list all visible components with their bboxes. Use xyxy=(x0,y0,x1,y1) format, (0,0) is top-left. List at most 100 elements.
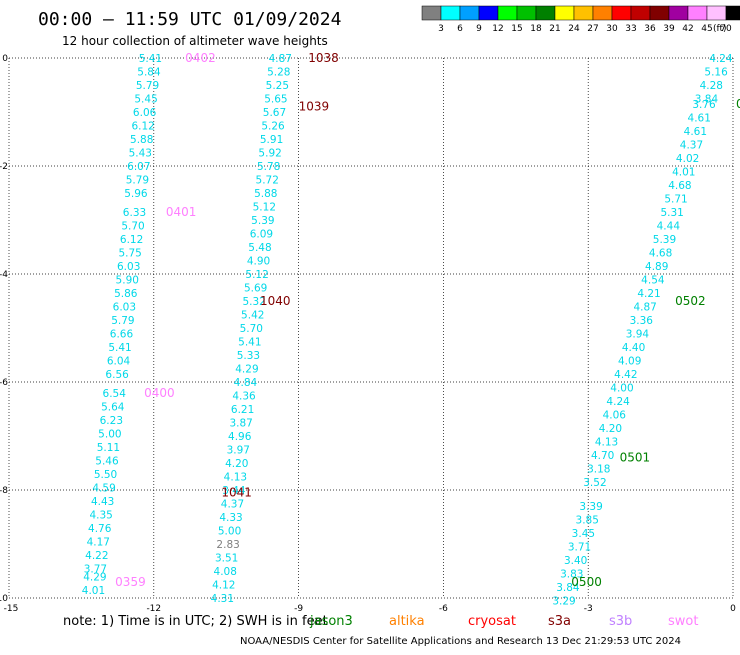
wave-height-point: 3.77 xyxy=(84,563,107,575)
y-tick-label: -2 xyxy=(0,162,8,172)
wave-height-point: 5.79 xyxy=(111,315,134,327)
wave-height-point: 5.42 xyxy=(241,310,264,322)
wave-height-point: 6.12 xyxy=(131,121,154,133)
legend-label: 36 xyxy=(644,24,656,34)
legend-label: 27 xyxy=(587,24,598,34)
wave-height-point: 4.31 xyxy=(211,593,234,605)
wave-height-point: 5.96 xyxy=(124,188,148,200)
wave-height-point: 4.87 xyxy=(269,53,292,65)
wave-height-point: 4.61 xyxy=(684,126,707,138)
wave-height-point: 3.94 xyxy=(626,328,650,340)
wave-height-point: 5.48 xyxy=(248,242,271,254)
legend-swatch xyxy=(649,5,670,21)
wave-height-point: 5.88 xyxy=(254,188,277,200)
y-tick-label: 0 xyxy=(2,54,8,64)
legend-label: 42 xyxy=(682,24,693,34)
wave-height-point: 5.91 xyxy=(260,134,283,146)
wave-height-point: 5.12 xyxy=(245,269,268,281)
wave-height-point: 5.33 xyxy=(237,350,260,362)
legend-swatch xyxy=(459,5,480,21)
track-pass-label: 05 xyxy=(736,97,740,111)
wave-height-point: 4.54 xyxy=(641,274,665,286)
wave-height-point: 4.09 xyxy=(618,355,641,367)
wave-height-point: 3.87 xyxy=(229,418,252,430)
wave-height-point: 5.11 xyxy=(97,442,120,454)
wave-height-point: 4.90 xyxy=(247,256,270,268)
wave-height-point: 4.12 xyxy=(212,580,235,592)
wave-height-point: 3.71 xyxy=(568,542,591,554)
wave-height-point: 5.16 xyxy=(704,67,728,79)
satellite-s3b-label: s3b xyxy=(609,614,632,629)
track-pass-label: 1039 xyxy=(299,100,330,114)
wave-height-point: 5.46 xyxy=(95,455,119,467)
wave-height-point: 4.13 xyxy=(595,436,618,448)
track-pass-label: 1040 xyxy=(260,294,291,308)
wave-height-point: 3.84 xyxy=(556,582,580,594)
x-tick-label: 0 xyxy=(730,604,736,614)
wave-height-point: 4.13 xyxy=(224,472,247,484)
wave-height-point: 6.09 xyxy=(250,229,273,241)
wave-height-point: 4.36 xyxy=(232,391,256,403)
wave-height-point: 5.41 xyxy=(139,53,162,65)
wave-height-point: 4.29 xyxy=(83,571,106,583)
legend-swatch xyxy=(630,5,651,21)
wave-height-point: 5.72 xyxy=(256,175,279,187)
legend-swatch xyxy=(497,5,518,21)
chart-title: 00:00 – 11:59 UTC 01/09/2024 xyxy=(38,9,341,30)
legend-swatch xyxy=(554,5,575,21)
wave-height-point: 5.86 xyxy=(114,288,138,300)
wave-height-point: 3.40 xyxy=(564,555,587,567)
legend-swatch xyxy=(421,5,442,21)
wave-height-point: 5.45 xyxy=(134,94,157,106)
wave-height-point: 5.79 xyxy=(126,175,149,187)
wave-height-point: 3.36 xyxy=(630,315,654,327)
wave-height-point: 4.89 xyxy=(645,261,668,273)
wave-height-point: 5.32 xyxy=(242,296,265,308)
wave-height-point: 4.70 xyxy=(591,450,614,462)
wave-height-point: 3.18 xyxy=(587,463,610,475)
wave-height-point: 5.67 xyxy=(263,107,286,119)
legend-swatch xyxy=(440,5,461,21)
wave-height-point: 5.71 xyxy=(664,193,687,205)
y-tick-label: -6 xyxy=(0,378,8,388)
wave-height-point: 5.41 xyxy=(108,342,131,354)
wave-height-point: 5.78 xyxy=(257,161,280,173)
wave-height-point: 5.31 xyxy=(660,207,683,219)
wave-height-point: 6.03 xyxy=(117,261,140,273)
legend-swatch xyxy=(706,5,727,21)
wave-height-point: 3.51 xyxy=(215,553,238,565)
wave-height-point: 4.01 xyxy=(672,166,695,178)
x-tick-label: -9 xyxy=(294,604,303,614)
y-tick-label: -4 xyxy=(0,270,8,280)
wave-height-point: 3.39 xyxy=(579,501,602,513)
wave-height-point: 5.65 xyxy=(264,94,287,106)
wave-height-point: 4.40 xyxy=(622,342,645,354)
wave-height-point: 4.76 xyxy=(88,523,112,535)
legend-label: 15 xyxy=(511,24,522,34)
wave-height-point: 5.90 xyxy=(116,274,139,286)
x-tick-label: -15 xyxy=(4,604,19,614)
wave-height-point: 5.92 xyxy=(258,148,281,160)
wave-height-point: 5.70 xyxy=(121,220,144,232)
y-tick-label: -10 xyxy=(0,594,8,604)
legend-swatch xyxy=(687,5,708,21)
wave-height-point: 3.44 xyxy=(222,485,246,497)
wave-height-point: 3.45 xyxy=(572,528,595,540)
wave-height-point: 6.06 xyxy=(133,107,157,119)
wave-height-point: 4.28 xyxy=(700,80,723,92)
wave-height-point: 5.50 xyxy=(94,469,117,481)
wave-height-point: 4.44 xyxy=(657,220,681,232)
legend-swatch xyxy=(725,5,740,21)
wave-height-point: 4.35 xyxy=(89,509,112,521)
satellite-s3a-label: s3a xyxy=(548,614,571,629)
wave-height-point: 5.00 xyxy=(218,526,241,538)
wave-height-point: 5.28 xyxy=(267,67,290,79)
wave-height-point: 6.54 xyxy=(103,388,127,400)
wave-height-point: 4.33 xyxy=(219,512,242,524)
wave-height-point: 4.68 xyxy=(649,247,672,259)
wave-height-point: 5.84 xyxy=(137,67,161,79)
wave-height-point: 4.61 xyxy=(688,112,711,124)
wave-height-point: 5.69 xyxy=(244,283,267,295)
wave-height-point: 3.83 xyxy=(560,569,583,581)
